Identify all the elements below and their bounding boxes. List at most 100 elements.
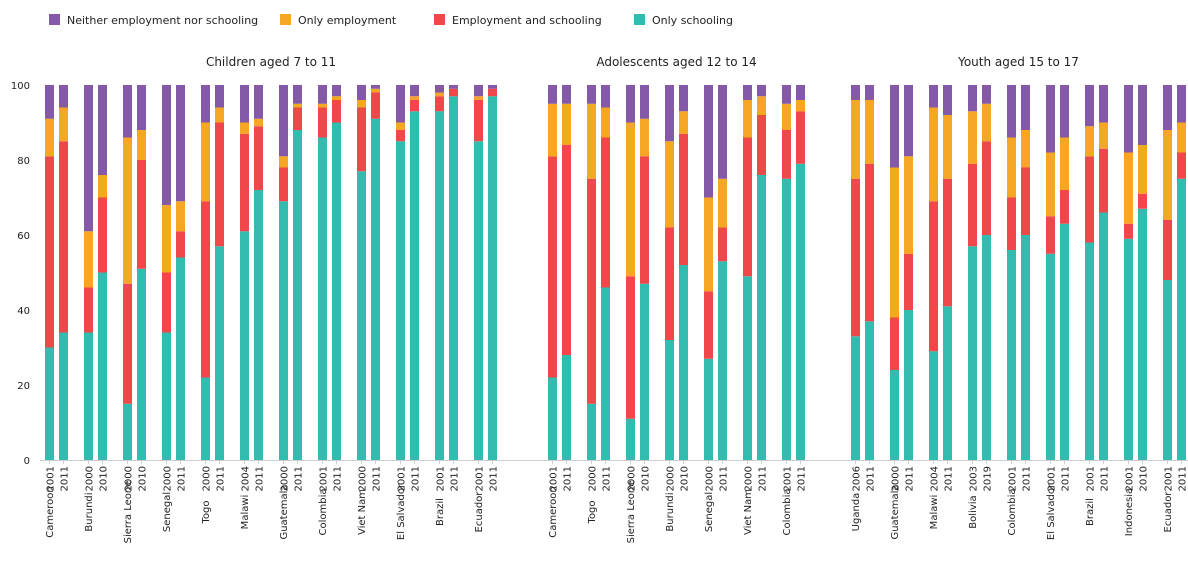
y-tick-label: 20 — [17, 381, 30, 392]
bar-segment-neither-employment-nor-schooling — [371, 85, 380, 89]
year-label: 2000 — [588, 466, 599, 491]
bar-segment-employment-and-schooling — [449, 88, 458, 97]
bar-segment-only-employment — [782, 103, 791, 130]
country-label: Burundi — [84, 492, 95, 531]
country-group-guatemala — [279, 85, 302, 460]
bar-segment-neither-employment-nor-schooling — [890, 85, 899, 168]
country-label: Ecuador — [1163, 491, 1174, 533]
bar-segment-only-schooling — [410, 111, 419, 460]
bar-segment-neither-employment-nor-schooling — [1021, 85, 1030, 130]
country-label: Bolivia — [968, 495, 979, 528]
year-label: 2019 — [983, 466, 994, 491]
bar-segment-neither-employment-nor-schooling — [796, 85, 805, 100]
bar-segment-only-schooling — [318, 137, 327, 460]
bar-segment-only-employment — [1124, 152, 1133, 224]
bar-segment-neither-employment-nor-schooling — [782, 85, 791, 104]
year-label: 2011 — [60, 466, 71, 491]
legend-item-employment-and-schooling: Employment and schooling — [434, 14, 602, 27]
bar-segment-only-employment — [396, 122, 405, 130]
bar-segment-employment-and-schooling — [215, 122, 224, 247]
country-label: Brazil — [1085, 498, 1096, 526]
bar-segment-only-schooling — [562, 355, 571, 460]
bar-segment-employment-and-schooling — [279, 167, 288, 202]
country-group-colombia — [318, 85, 341, 460]
year-label: 2000 — [666, 466, 677, 491]
year-label: 2001 — [1047, 466, 1058, 491]
legend-swatch-employment-and-schooling — [434, 14, 445, 25]
country-label: Senegal — [704, 492, 715, 532]
bar-segment-neither-employment-nor-schooling — [665, 85, 674, 142]
bar-segment-employment-and-schooling — [45, 156, 54, 348]
bar-segment-neither-employment-nor-schooling — [704, 85, 713, 198]
bar-segment-neither-employment-nor-schooling — [357, 85, 366, 100]
year-label: 2001 — [475, 466, 486, 491]
bar-segment-neither-employment-nor-schooling — [240, 85, 249, 123]
bar-segment-neither-employment-nor-schooling — [1099, 85, 1108, 123]
country-group-cameroon — [45, 85, 68, 460]
year-label: 2011 — [719, 466, 730, 491]
year-label: 2010 — [641, 466, 652, 491]
legend-label-neither-employment-nor-schooling: Neither employment nor schooling — [67, 14, 258, 27]
year-label: 2011 — [866, 466, 877, 491]
country-label: Cameroon — [548, 486, 559, 537]
country-label: Uganda — [851, 493, 862, 532]
bar-segment-neither-employment-nor-schooling — [968, 85, 977, 112]
year-label: 2000 — [280, 466, 291, 491]
country-group-viet-nam — [743, 85, 766, 460]
year-label: 2001 — [1008, 466, 1019, 491]
bar-segment-employment-and-schooling — [587, 178, 596, 404]
year-label: 2010 — [680, 466, 691, 491]
year-label: 2011 — [294, 466, 305, 491]
country-group-sierra-leone — [626, 85, 649, 460]
bar-segment-neither-employment-nor-schooling — [640, 85, 649, 119]
bar-segment-only-schooling — [1085, 242, 1094, 460]
bar-segment-only-schooling — [332, 122, 341, 460]
bar-segment-employment-and-schooling — [396, 130, 405, 142]
year-label: 2010 — [138, 466, 149, 491]
bar-segment-neither-employment-nor-schooling — [1124, 85, 1133, 153]
bar-segment-neither-employment-nor-schooling — [904, 85, 913, 157]
bar-segment-employment-and-schooling — [1163, 220, 1172, 280]
bar-segment-only-employment — [704, 197, 713, 292]
bar-segment-employment-and-schooling — [562, 145, 571, 355]
legend-item-neither-employment-nor-schooling: Neither employment nor schooling — [49, 14, 258, 27]
bar-segment-neither-employment-nor-schooling — [332, 85, 341, 97]
legend-item-only-employment: Only employment — [280, 14, 397, 27]
bar-segment-only-employment — [357, 100, 366, 108]
bar-segment-employment-and-schooling — [718, 227, 727, 262]
bar-segment-employment-and-schooling — [435, 96, 444, 112]
country-label: Sierra Leone — [626, 481, 637, 544]
bar-segment-only-schooling — [587, 403, 596, 460]
country-group-uganda — [851, 85, 874, 460]
panel-title: Youth aged 15 to 17 — [957, 55, 1079, 69]
legend-label-employment-and-schooling: Employment and schooling — [452, 14, 602, 27]
year-label: 2001 — [397, 466, 408, 491]
bar-segment-employment-and-schooling — [410, 100, 419, 112]
year-label: 2011 — [758, 466, 769, 491]
bar-segment-only-schooling — [357, 171, 366, 460]
bar-segment-only-schooling — [201, 377, 210, 460]
country-label: Malawi — [240, 495, 251, 530]
bar-segment-neither-employment-nor-schooling — [59, 85, 68, 108]
year-label: 2004 — [241, 466, 252, 491]
bar-segment-only-schooling — [84, 332, 93, 460]
year-label: 2000 — [85, 466, 96, 491]
country-group-el-salvador — [1046, 85, 1069, 460]
bar-segment-neither-employment-nor-schooling — [45, 85, 54, 119]
year-label: 2000 — [202, 466, 213, 491]
country-label: Togo — [587, 501, 598, 525]
bar-segment-employment-and-schooling — [679, 133, 688, 265]
panel-title: Children aged 7 to 11 — [206, 55, 336, 69]
year-label: 2011 — [1178, 466, 1188, 491]
bar-segment-only-employment — [851, 100, 860, 179]
bar-segment-only-employment — [318, 103, 327, 108]
bar-segment-employment-and-schooling — [743, 137, 752, 277]
country-label: Guatemala — [890, 484, 901, 539]
legend-label-only-employment: Only employment — [298, 14, 397, 27]
bar-segment-only-schooling — [162, 332, 171, 460]
bar-segment-neither-employment-nor-schooling — [396, 85, 405, 123]
bar-segment-only-employment — [371, 88, 380, 93]
country-label: Togo — [201, 501, 212, 525]
country-label: Indonesia — [1124, 488, 1135, 536]
country-group-ecuador — [474, 85, 497, 460]
